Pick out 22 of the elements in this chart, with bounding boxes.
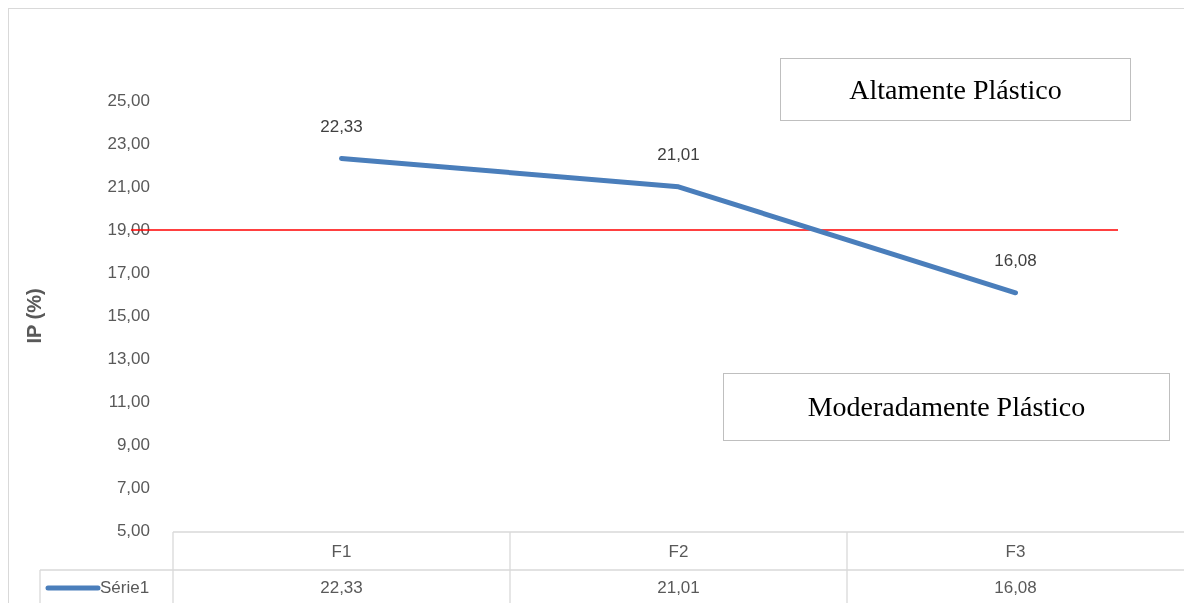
x-tick-label: F1 [331,541,352,561]
y-tick-label: 7,00 [116,477,150,497]
data-label: 22,33 [320,577,363,597]
y-tick-label: 9,00 [116,434,150,454]
y-tick-label: 21,00 [107,176,150,196]
legend-label: Série1 [100,577,150,597]
y-tick-label: 25,00 [107,90,150,110]
text: 22,33 [320,117,363,137]
data-label: 16,08 [994,577,1037,597]
y-tick-label: 11,00 [108,391,150,411]
x-tick-label: F2 [668,541,689,561]
y-tick-label: 15,00 [107,305,150,325]
y-tick-label: 5,00 [116,520,150,540]
y-tick-label: 13,00 [107,348,150,368]
x-tick-label: F3 [1005,541,1026,561]
y-tick-label: 17,00 [107,262,150,282]
text: 21,01 [657,145,700,165]
y-axis-title: IP (%) [22,288,45,344]
data-label: 21,01 [657,577,700,597]
y-tick-label: 23,00 [107,133,150,153]
text: 16,08 [994,251,1037,271]
y-tick-label: 19,00 [107,219,150,239]
